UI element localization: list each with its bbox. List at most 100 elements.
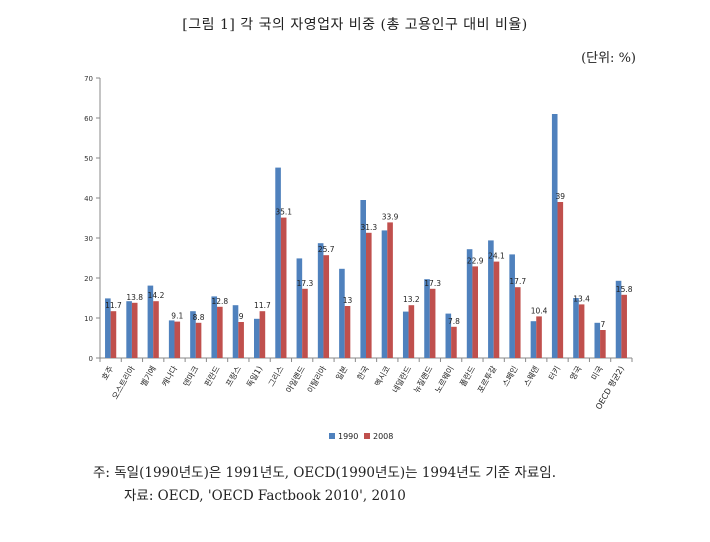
bar-1990 (445, 313, 452, 358)
category-label: 벨기에 (138, 364, 158, 388)
bar-2008 (366, 232, 372, 358)
bar-1990 (424, 279, 430, 358)
legend-label-1990: 1990 (338, 432, 358, 441)
y-tick-label: 40 (84, 195, 93, 203)
y-tick-label: 0 (89, 355, 93, 363)
bar-1990 (551, 114, 558, 358)
bar-2008 (110, 311, 117, 358)
bar-2008 (174, 321, 181, 358)
bar-1990 (211, 296, 218, 358)
data-label-2008: 17.7 (509, 277, 526, 286)
data-label-2008: 22.9 (467, 256, 484, 265)
bar-2008 (238, 322, 244, 358)
bar-1990 (466, 249, 473, 358)
bar-1990 (594, 322, 601, 358)
category-label: 아일랜드 (284, 364, 307, 395)
category-label: 프랑스 (223, 364, 243, 388)
category-label: 스페인 (500, 364, 520, 388)
category-label: 미국 (590, 365, 605, 382)
data-label-2008: 7 (600, 320, 605, 329)
category-label: 뉴질랜드 (411, 364, 434, 395)
source-note: 자료: OECD, 'OECD Factbook 2010', 2010 (124, 488, 406, 504)
bar-2008 (302, 288, 308, 358)
data-label-2008: 13.4 (573, 294, 590, 303)
bar-2008 (578, 304, 585, 358)
category-label: 포르투갈 (476, 364, 499, 395)
bar-1990 (275, 167, 281, 358)
category-label: 호주 (100, 365, 115, 382)
bar-2008 (557, 202, 564, 358)
data-label-2008: 11.7 (105, 301, 122, 310)
bar-1990 (402, 311, 409, 358)
bar-2008 (195, 322, 202, 358)
data-label-2008: 13 (343, 296, 353, 305)
data-label-2008: 9.1 (171, 312, 183, 321)
bar-2008 (387, 222, 393, 358)
category-label: 멕시코 (372, 364, 392, 388)
data-label-2008: 15.8 (616, 285, 633, 294)
legend-swatch-2008 (364, 433, 370, 439)
bar-2008 (408, 305, 415, 358)
data-label-2008: 14.2 (148, 291, 165, 300)
bar-2008 (323, 255, 330, 358)
data-label-2008: 8.8 (193, 313, 205, 322)
category-label: 한국 (356, 365, 371, 382)
data-label-2008: 9 (239, 312, 244, 321)
data-label-2008: 25.7 (318, 245, 335, 254)
y-tick-label: 50 (84, 155, 93, 163)
data-label-2008: 10.4 (531, 306, 548, 315)
data-label-2008: 24.1 (488, 252, 505, 261)
bar-1990 (360, 200, 366, 358)
bar-1990 (147, 285, 154, 358)
data-label-2008: 33.9 (382, 212, 399, 221)
data-label-2008: 13.8 (126, 293, 143, 302)
footnote: 주: 독일(1990년도)은 1991년도, OECD(1990년도)는 199… (93, 465, 557, 481)
bar-2008 (472, 266, 478, 358)
data-label-2008: 7.8 (448, 317, 460, 326)
bar-2008 (280, 217, 287, 358)
bar-2008 (259, 311, 266, 358)
unit-label: (단위: %) (581, 51, 636, 66)
y-tick-label: 20 (84, 275, 93, 283)
category-label: 이탈리아 (305, 363, 329, 394)
category-label: 노르웨이 (432, 364, 455, 395)
bar-2008 (451, 326, 457, 358)
bar-1990 (168, 320, 175, 358)
bar-1990 (232, 305, 239, 358)
y-tick-label: 30 (84, 235, 93, 243)
data-label-2008: 17.3 (424, 279, 441, 288)
category-label: 영국 (568, 364, 584, 382)
bar-2008 (153, 301, 159, 358)
bar-1990 (339, 268, 345, 358)
data-label-2008: 31.3 (360, 223, 377, 232)
bar-1990 (573, 298, 579, 358)
bar-1990 (615, 280, 622, 358)
category-label: 덴마크 (182, 365, 201, 389)
legend-label-2008: 2008 (373, 432, 393, 441)
bar-2008 (600, 330, 606, 358)
category-label: 그리스 (267, 365, 286, 389)
category-label: 독일1) (245, 365, 264, 389)
bar-1990 (509, 254, 515, 358)
data-label-2008: 39 (556, 192, 566, 201)
bar-1990 (381, 230, 388, 358)
bar-2008 (217, 306, 223, 358)
bar-1990 (105, 298, 111, 358)
bar-chart: 01020304050607011.7호주13.8오스트리아14.2벨기에9.1… (84, 75, 633, 441)
category-label: 캐나다 (160, 364, 179, 388)
data-label-2008: 35.1 (275, 208, 292, 217)
y-tick-label: 60 (84, 115, 93, 123)
chart-title: [그림 1] 각 국의 자영업자 비중 (총 고용인구 대비 비율) (182, 17, 528, 33)
bar-1990 (530, 321, 537, 358)
bar-2008 (344, 306, 351, 358)
bar-1990 (488, 240, 494, 358)
bar-1990 (126, 301, 132, 358)
category-label: 핀란드 (202, 364, 222, 388)
bar-1990 (190, 311, 196, 358)
bar-1990 (254, 318, 260, 358)
category-label: 폴란드 (457, 364, 477, 388)
bar-2008 (536, 316, 542, 358)
bar-1990 (317, 243, 324, 358)
bar-2008 (131, 302, 138, 358)
bar-1990 (296, 258, 303, 358)
